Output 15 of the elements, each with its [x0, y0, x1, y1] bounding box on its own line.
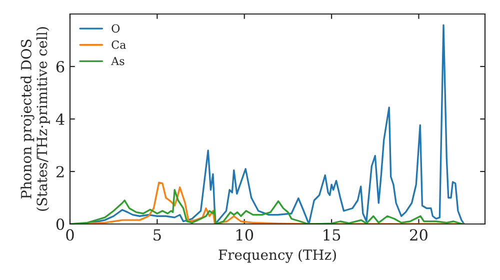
x-axis-title: Frequency (THz): [218, 249, 336, 263]
y-tick-label: 0: [56, 218, 64, 230]
y-tick-label: 4: [56, 113, 64, 125]
legend-label: As: [111, 56, 124, 66]
x-tick-label: 20: [410, 229, 428, 241]
legend-label: Ca: [112, 40, 126, 49]
line-series: [70, 189, 464, 224]
x-tick-label: 10: [236, 229, 254, 241]
x-tick-label: 0: [66, 229, 74, 241]
y-tick-label: 6: [56, 60, 64, 73]
x-tick-label: 5: [154, 229, 161, 241]
y-tick-label: 2: [56, 166, 64, 178]
legend-label: O: [112, 24, 120, 33]
y-axis-title: Phonon projected DOS (States/THz·primitive cell): [20, 27, 50, 211]
x-tick-label: 15: [324, 229, 340, 241]
